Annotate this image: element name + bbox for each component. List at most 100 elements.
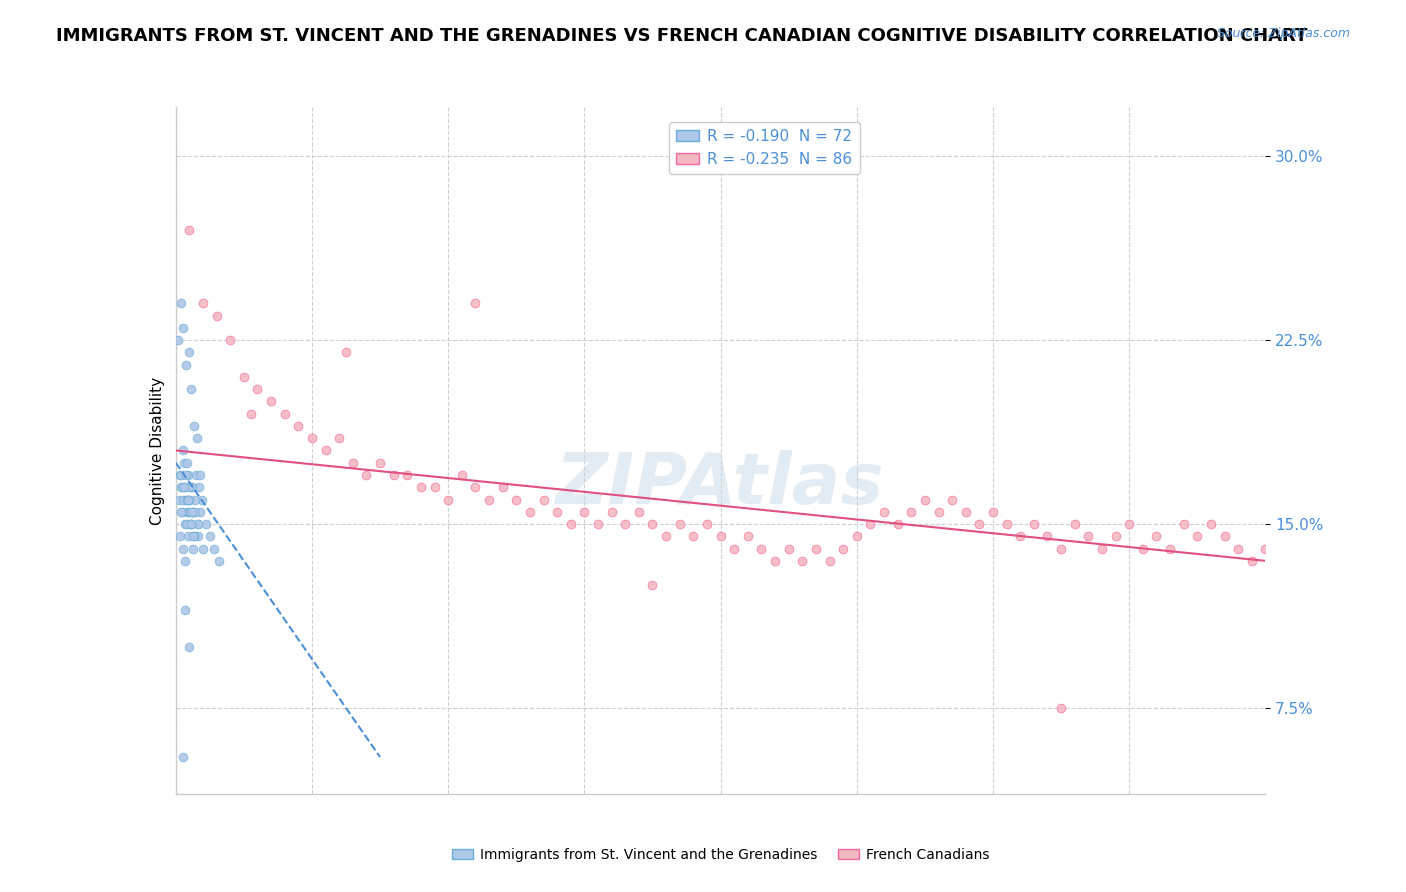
Text: Source: ZipAtlas.com: Source: ZipAtlas.com xyxy=(1216,27,1350,40)
Point xyxy=(181,505,204,519)
Point xyxy=(172,541,194,556)
Point xyxy=(682,529,704,543)
Point xyxy=(179,640,201,654)
Point xyxy=(437,492,460,507)
Point xyxy=(914,492,936,507)
Point xyxy=(170,480,193,494)
Point xyxy=(202,541,225,556)
Point xyxy=(342,456,364,470)
Point xyxy=(176,492,198,507)
Point xyxy=(167,492,190,507)
Point xyxy=(169,296,191,310)
Point xyxy=(205,309,228,323)
Point xyxy=(533,492,555,507)
Point xyxy=(1118,516,1140,531)
Point xyxy=(1159,541,1181,556)
Point xyxy=(174,492,197,507)
Point xyxy=(955,505,977,519)
Point xyxy=(1132,541,1154,556)
Point xyxy=(169,467,191,482)
Point xyxy=(180,516,202,531)
Point xyxy=(174,467,197,482)
Point xyxy=(169,529,191,543)
Point xyxy=(928,505,950,519)
Point xyxy=(180,516,202,531)
Point xyxy=(181,505,204,519)
Point xyxy=(177,480,200,494)
Point xyxy=(183,529,205,543)
Point xyxy=(396,467,419,482)
Point xyxy=(505,492,527,507)
Point xyxy=(176,492,198,507)
Point xyxy=(274,407,297,421)
Point xyxy=(1063,516,1085,531)
Point xyxy=(179,505,201,519)
Point xyxy=(464,296,486,310)
Point xyxy=(560,516,582,531)
Point xyxy=(184,529,207,543)
Point xyxy=(450,467,472,482)
Point xyxy=(172,320,194,334)
Point xyxy=(328,431,350,445)
Point xyxy=(198,529,221,543)
Point xyxy=(1187,529,1209,543)
Point xyxy=(546,505,568,519)
Point xyxy=(614,516,637,531)
Point xyxy=(173,480,195,494)
Point xyxy=(246,382,269,396)
Point xyxy=(287,418,309,433)
Point xyxy=(172,492,194,507)
Point xyxy=(1091,541,1114,556)
Point xyxy=(751,541,773,556)
Point xyxy=(179,492,201,507)
Point xyxy=(356,467,378,482)
Point xyxy=(177,529,200,543)
Point xyxy=(301,431,323,445)
Point xyxy=(737,529,759,543)
Point xyxy=(177,492,200,507)
Point xyxy=(818,554,841,568)
Point xyxy=(1240,554,1263,568)
Point xyxy=(409,480,432,494)
Point xyxy=(174,603,197,617)
Point xyxy=(900,505,922,519)
Text: ZIPAtlas: ZIPAtlas xyxy=(557,450,884,519)
Point xyxy=(183,418,205,433)
Point xyxy=(174,358,197,372)
Point xyxy=(181,480,204,494)
Point xyxy=(1213,529,1236,543)
Point xyxy=(183,541,205,556)
Point xyxy=(804,541,827,556)
Point xyxy=(180,382,202,396)
Point xyxy=(668,516,690,531)
Point xyxy=(180,516,202,531)
Point xyxy=(181,529,204,543)
Text: IMMIGRANTS FROM ST. VINCENT AND THE GRENADINES VS FRENCH CANADIAN COGNITIVE DISA: IMMIGRANTS FROM ST. VINCENT AND THE GREN… xyxy=(56,27,1308,45)
Point xyxy=(1077,529,1099,543)
Point xyxy=(778,541,800,556)
Point xyxy=(627,505,650,519)
Point xyxy=(187,516,209,531)
Point xyxy=(710,529,733,543)
Point xyxy=(492,480,515,494)
Point xyxy=(219,333,242,347)
Point xyxy=(696,516,718,531)
Point xyxy=(173,456,195,470)
Point xyxy=(186,529,209,543)
Point xyxy=(176,516,198,531)
Point xyxy=(1254,541,1277,556)
Point xyxy=(641,578,664,592)
Point xyxy=(1022,516,1045,531)
Point xyxy=(167,333,190,347)
Point xyxy=(179,222,201,236)
Point xyxy=(641,516,664,531)
Point xyxy=(184,505,207,519)
Point xyxy=(792,554,814,568)
Point xyxy=(723,541,745,556)
Point xyxy=(179,480,201,494)
Point xyxy=(173,516,195,531)
Point xyxy=(184,492,207,507)
Point xyxy=(1104,529,1126,543)
Point xyxy=(179,492,201,507)
Point xyxy=(335,345,357,359)
